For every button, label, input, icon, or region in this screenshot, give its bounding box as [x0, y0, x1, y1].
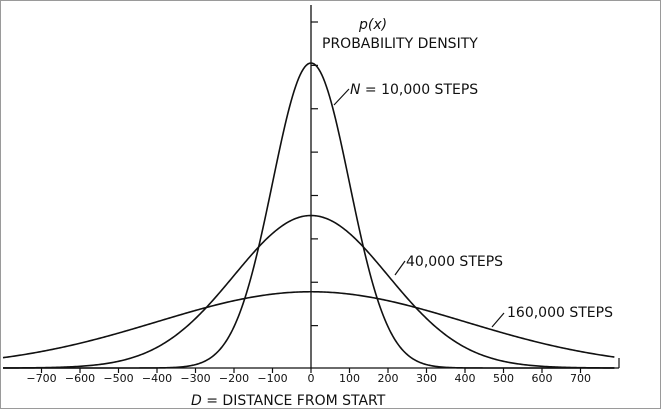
- x-tick-label: 400: [455, 372, 476, 385]
- x-tick-label: −100: [257, 372, 287, 385]
- curve-10000-steps: [3, 62, 615, 369]
- x-tick-label: −700: [26, 372, 56, 385]
- label-leader-10000: [333, 88, 350, 106]
- x-tick-label: 300: [416, 372, 437, 385]
- series-label-text: = 10,000 STEPS: [360, 82, 478, 98]
- x-tick-label: −300: [180, 372, 210, 385]
- x-axis-label: D = DISTANCE FROM START: [191, 393, 386, 409]
- x-tick-label: 600: [532, 372, 553, 385]
- curve-40000-steps: [2, 214, 615, 369]
- x-tick-label: 0: [308, 372, 315, 385]
- x-tick-label: 100: [339, 372, 360, 385]
- x-tick-label: 700: [570, 372, 591, 385]
- x-axis-label-text: = DISTANCE FROM START: [202, 393, 386, 409]
- x-tick-label: 200: [378, 372, 399, 385]
- y-axis-label: PROBABILITY DENSITY: [322, 36, 478, 52]
- x-tick-label: −400: [142, 372, 172, 385]
- y-axis-symbol: p(x): [358, 17, 387, 33]
- x-tick-label: −500: [103, 372, 133, 385]
- axes: −700 −600 −500 −400 −300 −200 −100 0 100 200 300 40…: [3, 5, 620, 385]
- x-tick-label: −200: [219, 372, 249, 385]
- series-labels: N = 10,000 STEPS 40,000 STEPS 160,000 STEP…: [333, 82, 613, 328]
- label-leader-160000: [491, 312, 505, 328]
- series-label-10000: N = 10,000 STEPS: [350, 82, 478, 98]
- series-label-160000: 160,000 STEPS: [507, 305, 613, 321]
- curve-160000-steps: [2, 290, 615, 359]
- series-label-symbol: N: [350, 82, 361, 98]
- x-tick-label: 500: [493, 372, 514, 385]
- curves: [2, 62, 615, 369]
- x-tick-label: −600: [65, 372, 95, 385]
- x-axis-label-symbol: D: [191, 393, 202, 409]
- series-label-40000: 40,000 STEPS: [406, 254, 503, 270]
- label-leader-40000: [394, 260, 406, 276]
